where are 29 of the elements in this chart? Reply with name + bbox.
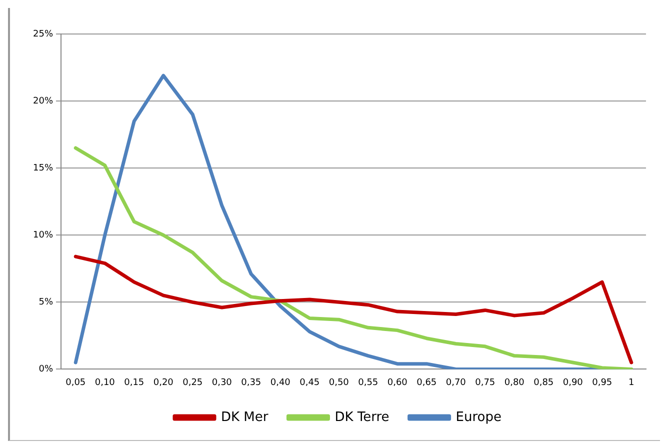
y-tick-label: 25% — [32, 29, 54, 40]
y-tick-label: 15% — [32, 163, 54, 174]
legend-label: DK Mer — [220, 410, 269, 425]
x-tick-label: 0,35 — [241, 378, 262, 388]
x-tick-label: 0,80 — [504, 378, 525, 388]
legend-label: Europe — [456, 410, 502, 425]
x-tick-label: 0,85 — [534, 378, 554, 388]
x-tick-label: 0,70 — [446, 378, 466, 388]
legend-label: DK Terre — [334, 410, 390, 425]
x-tick-label: 0,60 — [387, 378, 408, 388]
y-tick-label: 0% — [38, 364, 54, 375]
x-tick-label: 0,30 — [212, 378, 232, 388]
x-tick-label: 0,75 — [475, 378, 496, 388]
x-tick-label: 0,65 — [416, 378, 437, 388]
x-tick-label: 1 — [628, 378, 634, 388]
y-tick-label: 20% — [32, 96, 54, 106]
x-tick-label: 0,40 — [270, 378, 291, 388]
y-tick-label: 10% — [32, 230, 54, 240]
x-tick-label: 0,20 — [153, 378, 174, 388]
x-tick-label: 0,10 — [94, 378, 116, 388]
x-tick-label: 0,25 — [182, 378, 203, 388]
x-tick-label: 0,45 — [300, 378, 320, 388]
x-tick-label: 0,15 — [124, 378, 144, 388]
x-tick-label: 0,90 — [562, 378, 584, 388]
x-tick-label: 0,95 — [592, 378, 612, 388]
x-tick-label: 0,55 — [358, 378, 378, 388]
x-tick-label: 0,50 — [328, 378, 350, 388]
x-tick-label: 0,05 — [66, 378, 86, 388]
y-tick-label: 5% — [38, 298, 54, 308]
